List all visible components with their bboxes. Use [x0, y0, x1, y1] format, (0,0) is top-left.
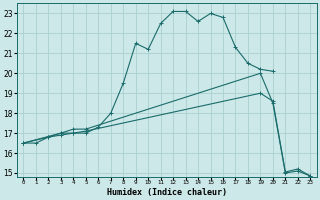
X-axis label: Humidex (Indice chaleur): Humidex (Indice chaleur) — [107, 188, 227, 197]
